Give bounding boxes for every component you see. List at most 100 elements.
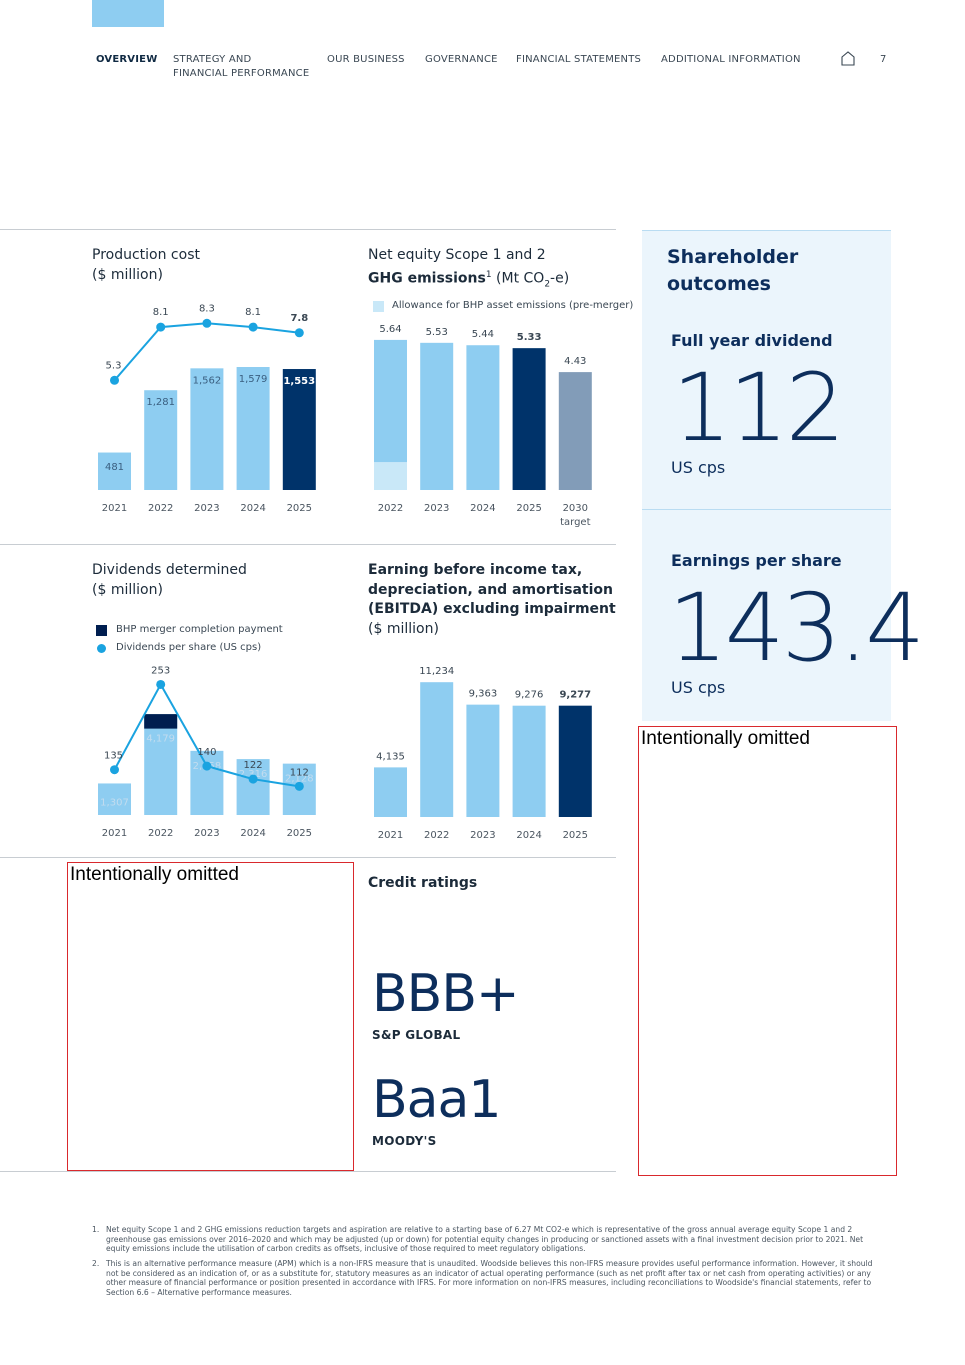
full-year-dividend-value: 112 [672,354,845,463]
x-tick-2023: 2023 [470,830,495,841]
dps-point-2025 [294,781,304,791]
dps-label-2022: 253 [151,665,170,676]
unit-cost-label-2024: 8.1 [245,307,261,318]
bar-2025 [558,705,592,817]
eps-unit: US cps [671,678,726,697]
footnote-2: 2. This is an alternative performance me… [92,1259,892,1309]
unit-cost-point-2024 [248,322,258,332]
emissions-title-line1: Net equity Scope 1 and 2 [368,247,546,263]
legend-allowance: Allowance for BHP asset emissions (pre-m… [392,300,634,311]
emissions-title-c: -e) [550,270,570,287]
bar-label-2022: 4,179 [146,734,175,745]
x-tick-2025: 2025 [516,503,541,514]
x-tick-2021: 2021 [102,503,127,514]
bar-label-2025: 2,128 [285,774,314,785]
bar-2023 [420,342,454,490]
dividends-chart: 202120222023202420251,3074,1792,6582,316… [98,665,316,839]
bar-label-2021: 4,135 [376,751,405,762]
bar-2025 [512,348,546,490]
allowance-segment-2022 [374,462,407,490]
bar-2023 [466,704,500,817]
production-cost-title: Production cost ($ million) [92,246,200,285]
production-cost-chart: 2021 2022 2023 2024 2025 481 1,281 1,562 1,579 1,… [98,303,316,514]
bar-2021 [98,783,131,815]
divider [0,1171,616,1172]
bar-2021 [98,452,131,490]
footnote-1-number: 1. [92,1225,100,1234]
dps-point-2022 [156,679,166,689]
nav-financial-statements[interactable]: FINANCIAL STATEMENTS [516,54,642,65]
x-tick-2022: 2022 [148,503,173,514]
bar-2024 [236,759,270,815]
shareholder-outcomes-panel [642,230,891,721]
bar-label-2022: 1,281 [146,397,175,408]
full-year-dividend-label: Full year dividend [671,331,833,350]
ebitda-title: Earning before income tax, depreciation,… [368,561,616,639]
nav-strategy-line2: FINANCIAL PERFORMANCE [173,68,310,79]
footnote-1: 1. Net equity Scope 1 and 2 GHG emission… [92,1225,892,1261]
legend-swatch-bhp [96,625,107,636]
unit-cost-label-2021: 5.3 [106,360,122,371]
dps-point-2023 [202,761,212,771]
bar-2022 [144,714,178,815]
nav-our-business[interactable]: OUR BUSINESS [327,54,405,65]
emissions-chart: 2022 2023 2024 2025 2030 target 5.64 5.53 5.44 5.… [374,324,592,528]
full-year-dividend-unit: US cps [671,458,726,477]
omitted-box-right: Intentionally omitted [638,726,897,1176]
footnote-1-text: Net equity Scope 1 and 2 GHG emissions r… [106,1225,864,1253]
emissions-title-b: (Mt CO [491,270,545,287]
bar-2021 [374,767,407,817]
dps-label-2024: 122 [244,760,263,771]
nav-overview[interactable]: OVERVIEW [96,54,158,65]
shareholder-heading-line2: outcomes [667,273,771,295]
ebitda-title-line4: ($ million) [368,620,439,637]
x-tick-2022: 2022 [148,828,173,839]
x-tick-2024: 2024 [240,503,265,514]
omitted-label-right: Intentionally omitted [641,728,810,749]
eps-value: 143.4 [668,574,925,683]
nav-governance[interactable]: GOVERNANCE [425,54,498,65]
ebitda-title-line2: depreciation, and amortisation [368,581,613,598]
moodys-agency-name: MOODY'S [372,1134,437,1148]
moodys-rating: Baa1 [372,1070,501,1130]
unit-cost-label-2022: 8.1 [153,307,169,318]
bar-2030 [558,372,592,490]
x-tick-2023: 2023 [194,503,219,514]
bhp-payment-segment-2022 [144,714,178,729]
ebitda-title-line1: Earning before income tax, [368,562,583,578]
emissions-title-a: GHG emissions [368,270,486,287]
dps-point-2021 [110,765,119,775]
legend-dot-dps [97,644,106,653]
bar-2023 [190,750,224,815]
x-tick-2024: 2024 [470,503,495,514]
x-tick-2024: 2024 [240,828,265,839]
divider [0,229,616,230]
bar-label-2025: 9,277 [559,690,591,701]
x-tick-2021: 2021 [102,828,127,839]
dps-label-2023: 140 [197,747,216,758]
bar-2024 [236,367,270,490]
bar-2024 [466,345,500,490]
footnote-2-number: 2. [92,1259,100,1268]
nav-strategy[interactable]: STRATEGY AND FINANCIAL PERFORMANCE [173,53,309,81]
x-tick-2022: 2022 [424,830,449,841]
footnote-2-text: This is an alternative performance measu… [106,1259,873,1297]
credit-ratings-title: Credit ratings [368,875,478,891]
x-tick-2023: 2023 [424,503,449,514]
bar-label-2025: 1,553 [283,376,315,387]
divider [0,857,616,858]
unit-cost-point-2021 [110,375,119,385]
bar-label-2022: 11,234 [419,666,454,677]
legend-swatch-allowance [373,301,384,312]
bar-2023 [190,368,224,490]
nav-additional-information[interactable]: ADDITIONAL INFORMATION [661,54,801,65]
bar-label-2021: 1,307 [100,797,129,808]
legend-dps: Dividends per share (US cps) [116,642,262,653]
bar-label-2024: 9,276 [515,690,544,701]
shareholder-heading: Shareholder outcomes [667,244,798,298]
bar-label-2022: 5.64 [379,324,401,335]
omitted-box-left: Intentionally omitted [67,862,354,1171]
home-icon[interactable] [840,50,856,66]
emissions-title-footnote-ref: 1 [485,269,492,280]
bar-label-2023: 1,562 [193,375,222,386]
